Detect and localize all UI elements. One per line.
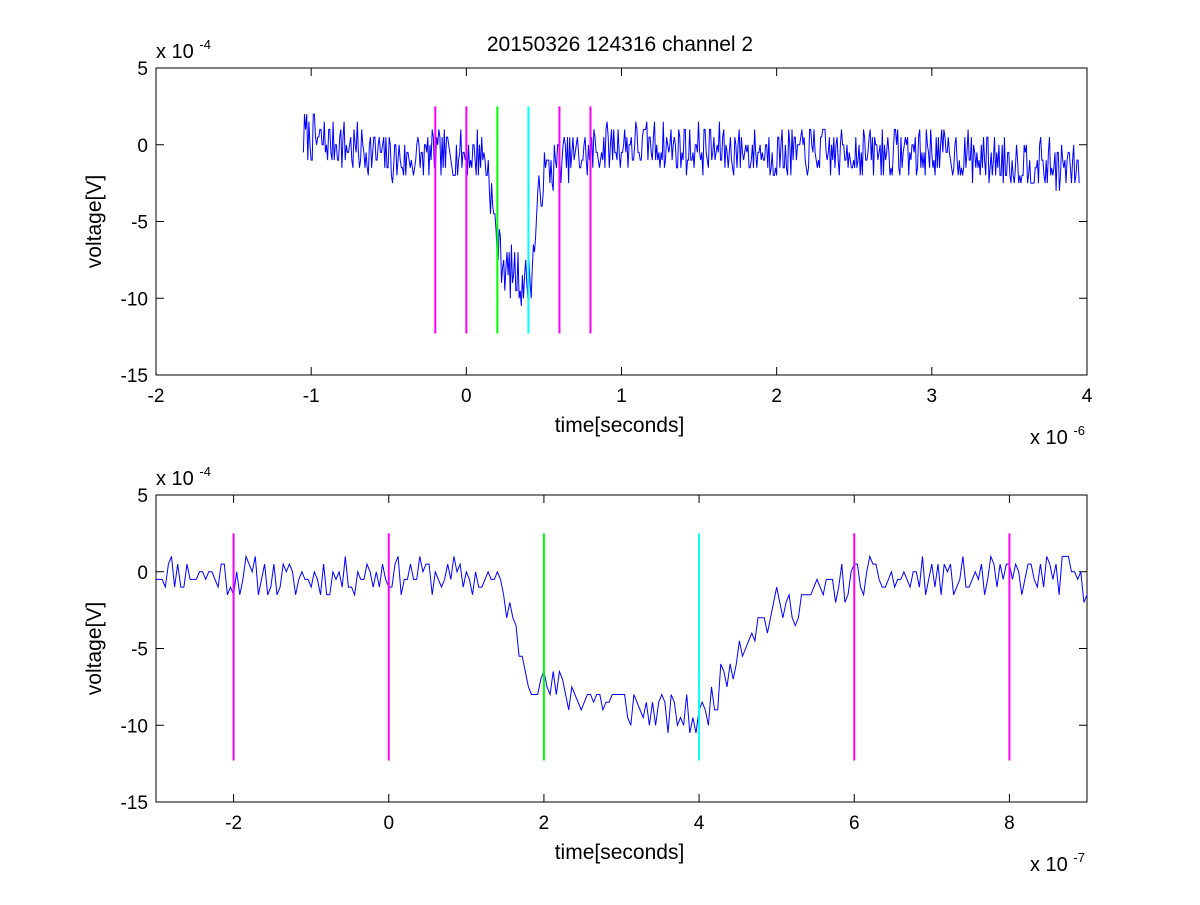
plot1-x-tick-label: 4: [1082, 386, 1093, 407]
plot1-x-multiplier: x 10 -6: [1030, 423, 1085, 449]
plot2-x-tick-label: 0: [383, 813, 394, 834]
plot2-x-multiplier-exponent: -7: [1073, 850, 1085, 865]
plot2-x-tick-label: -2: [225, 813, 242, 834]
plot2-y-axis-label: voltage[V]: [83, 602, 106, 695]
plot2-x-tick-label: 8: [1004, 813, 1015, 834]
plot2-y-tick-label: -15: [121, 793, 148, 814]
plot1-y-axis-label: voltage[V]: [83, 175, 106, 268]
plot2-x-tick-label: 4: [694, 813, 705, 834]
plot1-y-tick-label: -15: [121, 366, 148, 387]
plot1-x-tick-label: -1: [303, 386, 320, 407]
plot2-x-tick-label: 2: [539, 813, 550, 834]
plot1-signal-line: [302, 113, 1080, 306]
plot1-y-tick-label: 5: [137, 59, 148, 80]
plot2-y-multiplier: x 10 -4: [156, 464, 211, 490]
plot2-axes-box: [155, 494, 1088, 803]
plot1-x-tick-label: 3: [927, 386, 938, 407]
plot1-x-tick-label: 2: [771, 386, 782, 407]
plot2-y-tick-label: -5: [131, 640, 148, 661]
plot1-x-axis-label: time[seconds]: [555, 414, 685, 437]
plot2-x-axis-label: time[seconds]: [555, 841, 685, 864]
plot2-y-tick-label: 5: [137, 486, 148, 507]
plot2-y-tick-label: 0: [137, 563, 148, 584]
plot1-axes-box: [155, 67, 1088, 376]
plot1-y-multiplier-exponent: -4: [199, 37, 211, 52]
chart-title: 20150326 124316 channel 2: [487, 33, 753, 56]
plot2-y-multiplier-exponent: -4: [199, 464, 211, 479]
plot2-y-tick-label: -10: [121, 716, 148, 737]
plot1-x-tick-label: 1: [616, 386, 627, 407]
plot2-signal-line: [156, 554, 1088, 733]
plot2-x-multiplier: x 10 -7: [1030, 850, 1085, 876]
plot1-y-tick-label: -5: [131, 213, 148, 234]
plot1-y-tick-label: 0: [137, 136, 148, 157]
plot1-y-multiplier: x 10 -4: [156, 37, 211, 63]
plot1-x-multiplier-exponent: -6: [1073, 423, 1085, 438]
plot1-x-tick-label: -2: [148, 386, 165, 407]
plot1-y-tick-label: -10: [121, 289, 148, 310]
plot2-x-tick-label: 6: [849, 813, 860, 834]
plot1-x-tick-label: 0: [461, 386, 472, 407]
